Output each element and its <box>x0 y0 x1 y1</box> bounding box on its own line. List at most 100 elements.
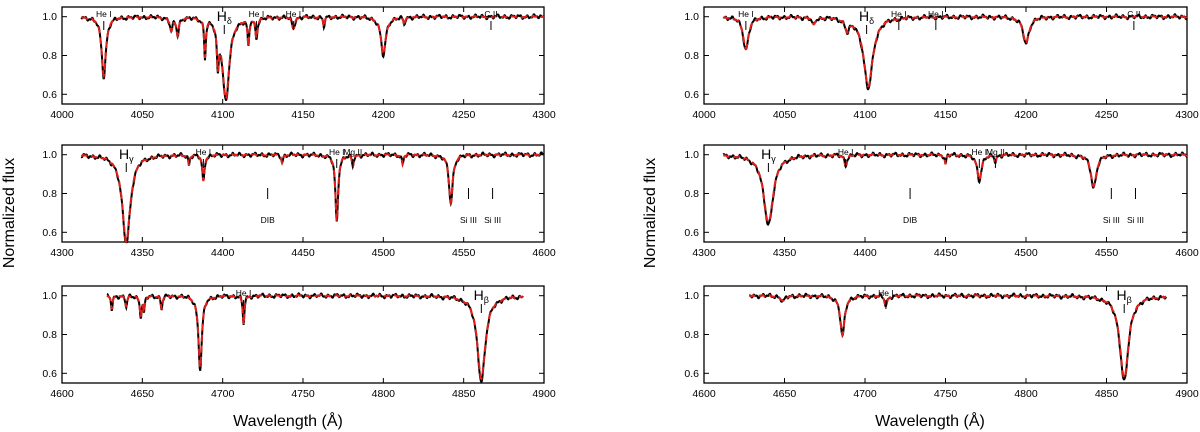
y-tick-label: 0.8 <box>684 50 699 62</box>
line-id-label: Hγ <box>119 146 134 164</box>
line-id-label: C II <box>1127 9 1140 19</box>
x-tick-label: 4250 <box>1095 109 1119 121</box>
ylabel-left: Normalized flux <box>1 158 18 268</box>
panel-left-1: 4300 4350 4400 4450 4500 4550 4600 0.6 0.8 1.0 Hγ H… <box>42 144 556 259</box>
line-id-label: He I <box>738 9 754 19</box>
x-tick-label: 4200 <box>1014 109 1038 121</box>
y-tick-label: 1.0 <box>684 290 699 302</box>
model-spectrum <box>80 152 545 244</box>
x-tick-label: 4450 <box>291 247 315 259</box>
observed-spectrum <box>748 292 1167 381</box>
y-tick-label: 0.8 <box>684 329 699 341</box>
x-tick-label: 4750 <box>934 388 958 400</box>
x-tick-label: 4500 <box>1014 247 1038 259</box>
line-id-label: Si III <box>1127 215 1144 225</box>
panel-left-2: 4600 4650 4700 4750 4800 4850 4900 0.6 0.8 1.0 He … <box>42 285 556 400</box>
y-tick-label: 0.8 <box>684 188 699 200</box>
ylabel-right: Normalized flux <box>642 158 659 268</box>
x-tick-label: 4300 <box>692 247 716 259</box>
line-id-label: Si III <box>1103 215 1120 225</box>
observed-spectrum <box>722 151 1188 226</box>
x-tick-label: 4350 <box>773 247 797 259</box>
line-id-label: He I <box>891 9 907 19</box>
observed-spectrum <box>80 13 545 101</box>
axes-frame <box>703 285 1188 384</box>
panel-right-2: 4600 4650 4700 4750 4800 4850 4900 0.6 0.8 1.0 He … <box>684 285 1199 400</box>
y-tick-label: 1.0 <box>684 149 699 161</box>
model-spectrum <box>749 293 1167 380</box>
xlabel-right: Wavelength (Å) <box>875 411 985 430</box>
x-tick-label: 4600 <box>692 388 716 400</box>
line-id-label: He I <box>249 9 265 19</box>
y-tick-label: 0.6 <box>42 227 57 239</box>
line-id-label: He I <box>972 147 988 157</box>
observed-spectrum <box>106 292 524 384</box>
line-id-label: C II <box>484 9 497 19</box>
y-tick-label: 0.6 <box>42 89 57 101</box>
line-id-label: Hδ <box>859 8 874 26</box>
x-tick-label: 4250 <box>452 109 476 121</box>
y-tick-label: 0.6 <box>684 89 699 101</box>
line-id-label: Si III <box>484 215 501 225</box>
line-id-label: He I <box>878 288 894 298</box>
x-tick-label: 4550 <box>1095 247 1119 259</box>
x-tick-label: 4650 <box>131 388 155 400</box>
x-tick-label: 4650 <box>773 388 797 400</box>
x-tick-label: 4700 <box>211 388 235 400</box>
x-tick-label: 4050 <box>131 109 155 121</box>
xlabel-left: Wavelength (Å) <box>233 411 343 430</box>
line-id-label: Mg II <box>986 147 1005 157</box>
model-spectrum <box>723 14 1188 88</box>
line-id-label: DIB <box>903 215 918 225</box>
y-tick-label: 0.6 <box>684 368 699 380</box>
x-tick-label: 4850 <box>1095 388 1119 400</box>
x-tick-label: 4300 <box>50 247 74 259</box>
line-id-label: DIB <box>261 215 276 225</box>
x-tick-label: 4800 <box>1014 388 1038 400</box>
y-tick-label: 0.6 <box>684 227 699 239</box>
x-tick-label: 4600 <box>532 247 556 259</box>
x-tick-label: 4000 <box>50 109 74 121</box>
y-tick-label: 1.0 <box>42 11 57 23</box>
x-tick-label: 4400 <box>853 247 877 259</box>
x-tick-label: 4450 <box>934 247 958 259</box>
observed-spectrum <box>722 13 1188 91</box>
y-tick-label: 0.8 <box>42 188 57 200</box>
x-tick-label: 4300 <box>532 109 556 121</box>
axes-frame <box>703 6 1188 105</box>
x-tick-label: 4900 <box>1175 388 1199 400</box>
line-id-label: Hγ <box>761 146 776 164</box>
panel-right-1: 4300 4350 4400 4450 4500 4550 4600 0.6 0.8 1.0 Hγ H… <box>684 144 1199 259</box>
line-id-label: He I <box>838 147 854 157</box>
line-id-label: He I <box>928 9 944 19</box>
x-tick-label: 4200 <box>372 109 396 121</box>
x-tick-label: 4400 <box>211 247 235 259</box>
x-tick-label: 4600 <box>1175 247 1199 259</box>
x-tick-label: 4350 <box>131 247 155 259</box>
panel-right-0: 4000 4050 4100 4150 4200 4250 4300 0.6 0.8 1.0 He … <box>684 6 1199 121</box>
axes-frame <box>61 6 545 105</box>
y-tick-label: 1.0 <box>42 149 57 161</box>
line-id-label: He I <box>96 9 112 19</box>
model-spectrum <box>80 14 545 101</box>
y-tick-label: 0.8 <box>42 329 57 341</box>
y-tick-label: 0.6 <box>42 368 57 380</box>
panels: 4000 4050 4100 4150 4200 4250 4300 0.6 0.8 1.0 He … <box>42 6 1199 400</box>
x-tick-label: 4100 <box>853 109 877 121</box>
y-tick-label: 1.0 <box>684 11 699 23</box>
x-tick-label: 4150 <box>291 109 315 121</box>
axes-frame <box>61 144 545 243</box>
x-tick-label: 4500 <box>372 247 396 259</box>
line-id-label: He I <box>196 147 212 157</box>
line-id-label: Hβ <box>474 287 489 305</box>
x-tick-label: 4800 <box>372 388 396 400</box>
x-tick-label: 4700 <box>853 388 877 400</box>
line-id-label: He I <box>329 147 345 157</box>
line-id-label: He I <box>236 288 252 298</box>
x-tick-label: 4850 <box>452 388 476 400</box>
x-tick-label: 4600 <box>50 388 74 400</box>
x-tick-label: 4550 <box>452 247 476 259</box>
line-id-label: He I <box>286 9 302 19</box>
line-id-label: Si III <box>460 215 477 225</box>
